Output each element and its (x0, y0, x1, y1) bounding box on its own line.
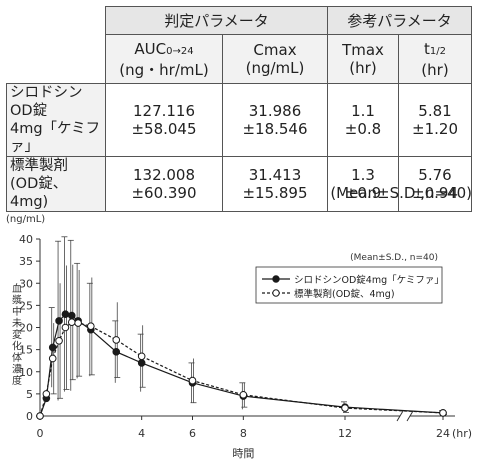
y-axis-label: 血漿中未変化体濃度 (12, 282, 22, 387)
col-header-half-life: t1/2 (hr) (398, 34, 472, 84)
x-tick-label: 12 (338, 427, 352, 440)
legend-box (255, 266, 443, 304)
data-point-reference-drug (188, 376, 197, 385)
y-axis-unit: (ng/mL) (6, 214, 45, 225)
y-tick-label: 35 (19, 255, 33, 268)
data-point-test-drug (61, 310, 70, 319)
header-judgment-parameters: 判定パラメータ (105, 6, 328, 35)
data-point-reference-drug (112, 336, 121, 344)
cell-auc: 132.008 ±60.390 (105, 156, 223, 212)
data-point-reference-drug (55, 336, 63, 345)
data-point-test-drug (48, 343, 57, 352)
y-tick-label: 25 (19, 299, 33, 312)
data-point-reference-drug (74, 319, 82, 327)
data-point-test-drug (55, 317, 63, 325)
legend-marker (272, 289, 280, 297)
header-reference-parameters: 参考パラメータ (327, 6, 472, 35)
cell-auc: 127.116 ±58.045 (105, 83, 223, 157)
cell-cmax: 31.413 ±15.895 (222, 156, 328, 212)
y-tick-label: 0 (26, 410, 33, 423)
x-axis-unit: (hr) (452, 427, 472, 440)
cell-tmax: 1.3 ±0.9 (327, 156, 399, 212)
pk-concentration-chart: (ng/mL) 0 5 10 15 20 25 30 35 40 0 4 6 8 12 24 (hr) 時間 血漿中… (6, 214, 472, 460)
table-row: シロドシンOD錠 4mg「ケミファ」 127.116 ±58.045 31.986… (6, 83, 472, 157)
cell-tmax: 1.1 ±0.8 (327, 83, 399, 157)
x-axis-label: 時間 (232, 447, 254, 460)
x-tick-label: 4 (138, 427, 145, 440)
data-point-reference-drug (67, 318, 76, 326)
y-tick-label: 30 (19, 277, 33, 290)
chart-annotation: (Mean±S.D., n=40) (350, 253, 438, 263)
data-point-test-drug (112, 348, 121, 356)
data-point-reference-drug (42, 390, 51, 398)
row-label-test-drug: シロドシンOD錠 4mg「ケミファ」 (6, 83, 106, 157)
table-corner (6, 6, 106, 84)
series-line-test-drug (39, 313, 444, 417)
cell-half-life: 5.76 ±0.94 (398, 156, 472, 212)
table-note: (Mean±S.D.,n=40) (330, 184, 472, 202)
col-header-auc: AUC0→24 (ng・hr/mL) (105, 34, 223, 84)
table-row: 標準製剤 (OD錠、4mg) 132.008 ±60.390 31.413 ±15.… (6, 156, 472, 212)
col-header-tmax: Tmax (hr) (327, 34, 399, 84)
data-point-reference-drug (137, 352, 146, 361)
data-point-reference-drug (61, 323, 70, 332)
legend-label: シロドシンOD錠4mg「ケミファ」 (294, 274, 444, 286)
parameter-table: 判定パラメータ 参考パラメータ AUC0→24 (ng・hr/mL) Cmax … (6, 6, 472, 212)
row-label-reference-drug: 標準製剤 (OD錠、4mg) (6, 156, 106, 212)
data-point-reference-drug (239, 390, 248, 399)
y-tick-label: 15 (19, 344, 33, 357)
data-point-reference-drug (439, 409, 447, 417)
data-point-test-drug (137, 359, 146, 367)
data-point-test-drug (67, 311, 76, 320)
data-point-reference-drug (48, 354, 57, 363)
y-tick-label: 10 (19, 366, 33, 379)
data-point-reference-drug (341, 404, 349, 412)
axis-break-mark (396, 410, 414, 422)
cell-half-life: 5.81 ±1.20 (398, 83, 472, 157)
cell-cmax: 31.986 ±18.546 (222, 83, 328, 157)
data-point-reference-drug (87, 322, 95, 330)
y-tick-label: 5 (26, 388, 33, 401)
x-tick-label: 0 (37, 427, 44, 440)
data-point-reference-drug (36, 412, 44, 420)
x-tick-label: 6 (189, 427, 196, 440)
y-tick-label: 20 (19, 322, 33, 335)
x-tick-label: 24 (436, 427, 450, 440)
y-tick-label: 40 (19, 233, 33, 246)
series-line-reference-drug (39, 321, 444, 417)
legend-marker (272, 275, 280, 283)
col-header-cmax: Cmax (ng/mL) (222, 34, 328, 84)
x-tick-label: 8 (240, 427, 247, 440)
legend-label: 標準製剤(OD錠、4mg) (294, 288, 395, 300)
